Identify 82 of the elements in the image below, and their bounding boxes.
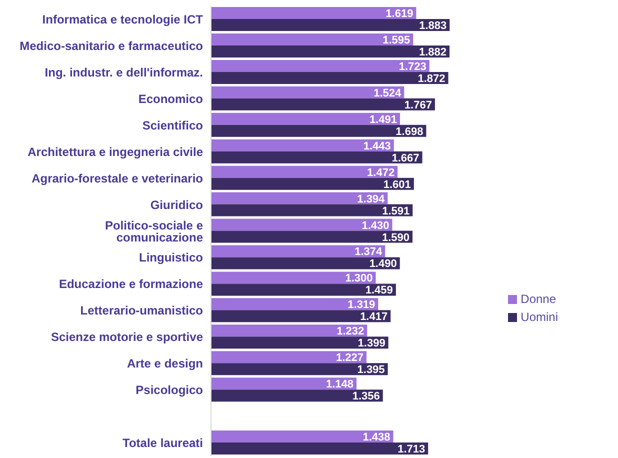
bar xyxy=(211,192,388,204)
data-label: 1.399 xyxy=(358,338,386,350)
data-label: 1.472 xyxy=(367,166,395,179)
bar xyxy=(211,430,394,443)
y-tick-label: Totale laureati xyxy=(122,436,203,450)
data-label: 1.491 xyxy=(369,114,397,126)
y-tick-label: Politico-sociale e comunicazione xyxy=(104,218,204,244)
data-label: 1.319 xyxy=(348,299,376,312)
legend-label: Uomini xyxy=(520,310,558,324)
bar xyxy=(211,112,400,125)
bar xyxy=(211,245,386,258)
data-label: 1.459 xyxy=(365,284,393,297)
data-label: 1.227 xyxy=(336,352,364,364)
data-label: 1.767 xyxy=(404,99,432,112)
bar xyxy=(211,284,396,296)
bar xyxy=(211,324,368,337)
bar xyxy=(211,336,388,349)
data-label: 1.524 xyxy=(374,87,402,100)
y-tick-label: Architettura e ingegneria civile xyxy=(28,144,204,159)
y-tick-label: Ing. industr. e dell'informaz. xyxy=(44,65,203,80)
bar xyxy=(211,19,450,31)
bar xyxy=(211,363,388,376)
data-label: 1.395 xyxy=(357,364,385,376)
bar xyxy=(211,390,383,402)
data-label: 1.148 xyxy=(326,378,354,391)
bar xyxy=(211,230,413,243)
y-tick-label: Psicologico xyxy=(136,383,203,398)
data-label: 1.443 xyxy=(363,140,391,152)
bar xyxy=(211,218,392,231)
bar xyxy=(211,86,404,98)
bar xyxy=(211,298,378,310)
y-tick-label: Scientifico xyxy=(142,118,203,132)
bar xyxy=(211,272,376,284)
data-label: 1.595 xyxy=(382,34,410,46)
bar xyxy=(211,204,413,216)
y-tick-label: Arte e design xyxy=(126,356,203,371)
data-label: 1.438 xyxy=(362,432,390,444)
y-tick-label: Educazione e formazione xyxy=(58,277,204,292)
data-label: 1.667 xyxy=(392,152,420,164)
bar xyxy=(211,351,367,364)
bar xyxy=(211,378,356,390)
bar xyxy=(211,124,426,137)
y-tick-label: Agrario-forestale e veterinario xyxy=(32,171,203,186)
bar xyxy=(211,72,448,84)
bar xyxy=(211,166,398,178)
data-label: 1.356 xyxy=(352,390,380,403)
data-label: 1.430 xyxy=(362,220,390,232)
data-label: 1.394 xyxy=(357,193,386,206)
data-label: 1.698 xyxy=(396,126,424,138)
data-label: 1.713 xyxy=(398,444,426,456)
data-label: 1.232 xyxy=(336,326,364,338)
data-label: 1.417 xyxy=(360,311,388,324)
y-tick-label: Linguistico xyxy=(139,250,203,265)
data-label: 1.883 xyxy=(419,20,447,32)
y-tick-label: Scienze motorie e sportive xyxy=(50,330,204,344)
bar xyxy=(211,139,394,152)
data-label: 1.601 xyxy=(383,178,411,191)
data-label: 1.590 xyxy=(382,232,410,244)
legend-label: Donne xyxy=(520,292,556,306)
bar xyxy=(211,257,400,270)
y-tick-label: Letterario-umanistico xyxy=(80,304,203,318)
data-label: 1.882 xyxy=(419,46,447,58)
y-tick-label: Informatica e tecnologie ICT xyxy=(42,12,204,26)
data-label: 1.619 xyxy=(386,8,414,20)
data-label: 1.300 xyxy=(345,272,373,285)
y-tick-label: Medico-sanitario e farmaceutico xyxy=(20,38,203,53)
data-label: 1.591 xyxy=(382,205,410,218)
bar xyxy=(211,442,428,455)
y-tick-label: Economico xyxy=(138,92,203,106)
bar xyxy=(211,310,391,322)
bar xyxy=(211,60,430,72)
data-label: 1.374 xyxy=(354,246,384,258)
bar xyxy=(211,33,414,46)
bar xyxy=(211,151,422,164)
bar xyxy=(211,178,414,190)
bar xyxy=(211,7,416,19)
y-tick-label: Giuridico xyxy=(150,198,203,212)
data-label: 1.723 xyxy=(398,60,426,73)
data-label: 1.490 xyxy=(369,258,397,270)
bar xyxy=(211,98,435,110)
data-label: 1.872 xyxy=(418,72,446,85)
bar xyxy=(211,45,450,58)
